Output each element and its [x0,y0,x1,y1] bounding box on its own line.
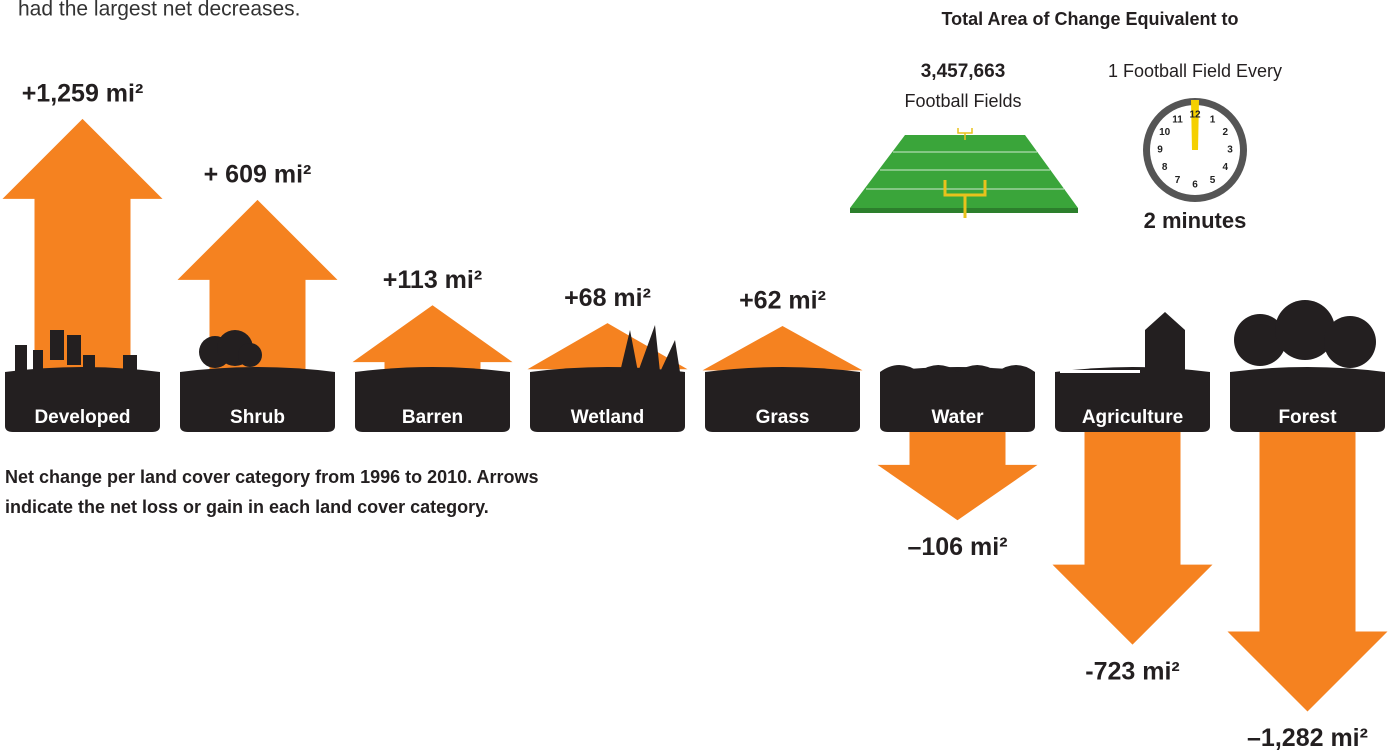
clock-number: 12 [1189,110,1201,121]
tree [1275,300,1335,360]
category-label: Agriculture [1082,407,1183,428]
category-label: Barren [402,407,463,428]
land-cover-icon [530,325,685,432]
arrow [1227,428,1388,712]
land-cover-icon [180,330,335,432]
building [123,355,137,385]
clock-number: 3 [1227,145,1233,156]
building [50,330,64,360]
equivalent-title: Total Area of Change Equivalent to [941,9,1238,29]
arrow [1052,428,1213,645]
category-label: Developed [34,407,130,428]
arrow [877,428,1038,521]
clock-number: 4 [1223,162,1229,173]
land-cover-icon [1230,300,1385,432]
ground [705,367,860,432]
category-label: Water [931,407,984,428]
land-cover-icon [5,330,160,432]
clock-number: 11 [1172,114,1183,125]
ground [530,367,685,432]
value-label: -723 mi² [1085,657,1179,685]
clock-number: 9 [1157,145,1163,156]
category-label: Wetland [571,407,645,428]
clock-number: 6 [1192,180,1198,191]
clock-number: 2 [1223,127,1229,138]
waves [880,365,1035,380]
value-label: +62 mi² [739,287,826,315]
tree [1324,316,1376,368]
clock-number: 7 [1175,175,1181,186]
intro-text: had the largest net decreases. [18,0,301,21]
field-turf [850,135,1078,208]
land-cover-icon [1055,312,1210,432]
fields-label: Football Fields [904,91,1021,111]
every-label: 1 Football Field Every [1108,61,1282,81]
land-cover-icon [355,367,510,432]
clock-number: 8 [1162,162,1168,173]
land-cover-icon [705,367,860,432]
caption-line: Net change per land cover category from … [5,467,539,487]
value-label: –1,282 mi² [1247,724,1368,750]
ground [180,367,335,432]
category-label: Forest [1278,407,1337,428]
ground [355,367,510,432]
reeds [620,325,680,372]
caption-line: indicate the net loss or gain in each la… [5,497,489,517]
goal-post [943,180,987,218]
clock-number: 1 [1210,114,1216,125]
fence [1060,370,1140,373]
land-cover-icon [880,365,1035,432]
ground [1230,367,1385,432]
fields-number: 3,457,663 [921,61,1006,82]
building [67,335,81,365]
value-label: +1,259 mi² [22,79,144,107]
clock-hand [1191,100,1199,150]
building [33,350,43,380]
ground [5,367,160,432]
category-label: Shrub [230,407,285,428]
value-label: + 609 mi² [204,161,312,189]
building [83,355,95,385]
clock-number: 10 [1159,127,1171,138]
shrub [238,343,262,367]
ground [880,367,1035,432]
tree [1234,314,1286,366]
building [15,345,27,375]
ground [1055,367,1210,432]
arrow [2,118,163,400]
value-label: –106 mi² [907,533,1007,561]
value-label: +68 mi² [564,284,651,312]
goal-post [957,128,973,140]
category-label: Grass [756,407,810,428]
value-label: +113 mi² [383,266,482,294]
every-value: 2 minutes [1144,208,1247,233]
football-field [850,128,1078,218]
barn [1145,312,1185,372]
clock-number: 5 [1210,175,1216,186]
